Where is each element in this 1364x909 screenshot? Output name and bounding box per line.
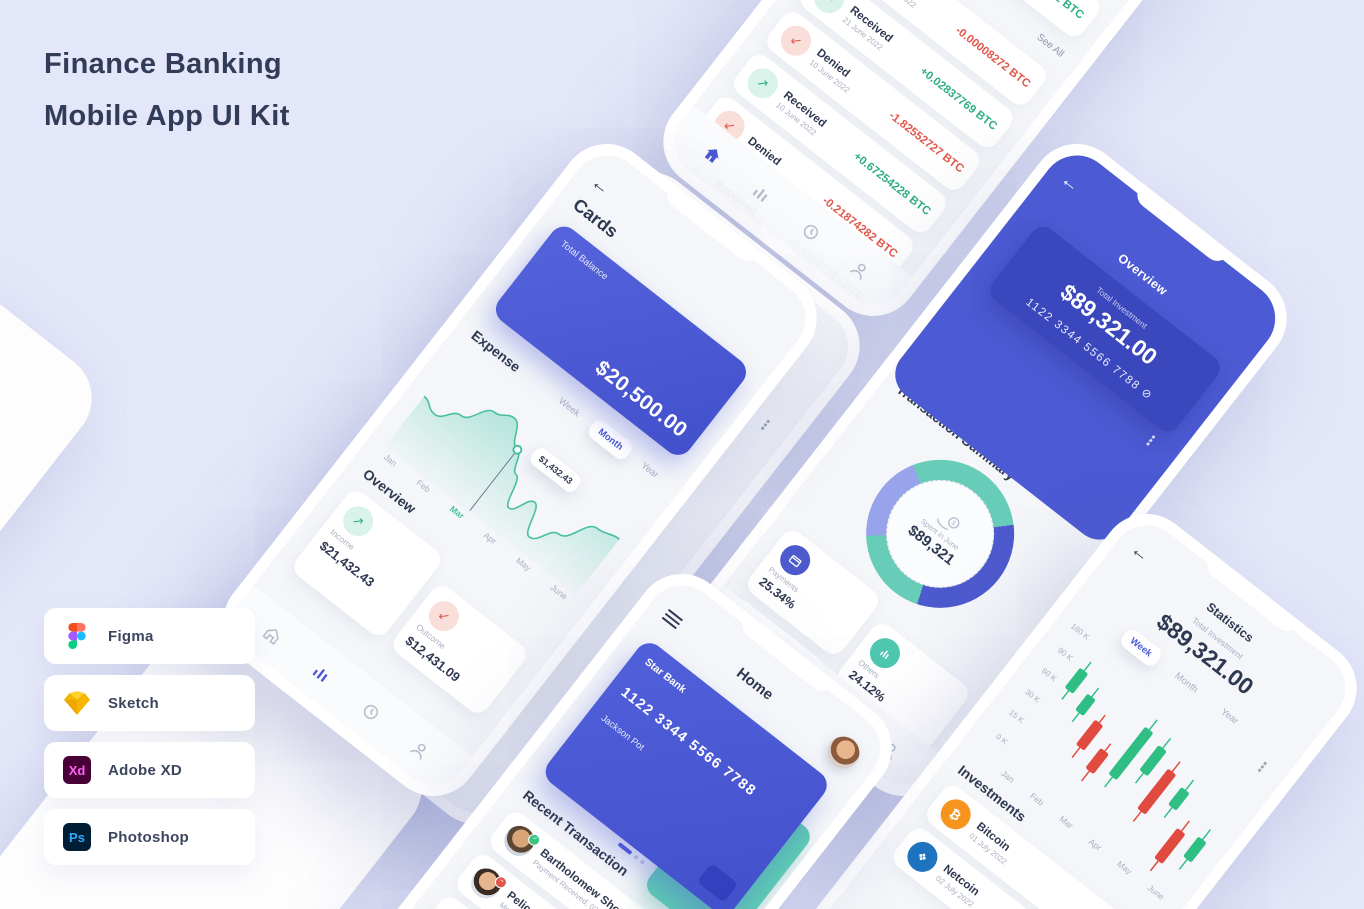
contact-avatar: −	[465, 862, 510, 905]
figma-logo-icon	[62, 621, 92, 651]
contact-avatar: ✓	[498, 819, 543, 862]
candlestick-chart: 180 K 90 K 60 K 30 K 15 K 0 K	[978, 620, 1269, 896]
hero-title-block: Finance Banking Mobile App UI Kit	[44, 38, 290, 142]
home-icon[interactable]	[697, 139, 728, 170]
phone-transactions: ↗ +0.00007762 BTC See All ↙ Denied22 Jun…	[644, 0, 1276, 335]
contact-avatar: ✓	[431, 904, 474, 909]
status-ok-icon: ✓	[525, 831, 543, 849]
stats-icon[interactable]	[306, 658, 337, 689]
tool-badge-label: Sketch	[108, 694, 159, 712]
tool-badge-figma: Figma	[44, 608, 255, 664]
stats-icon[interactable]	[746, 178, 777, 209]
bitcoin-icon: ₿	[934, 793, 977, 836]
card-chip	[696, 862, 739, 903]
page-title: Finance Banking Mobile App UI Kit	[44, 48, 290, 133]
bars-icon	[863, 632, 907, 675]
tool-badge-label: Figma	[108, 627, 154, 645]
category-card-others[interactable]: Others 24.12%	[832, 618, 974, 753]
back-arrow-icon[interactable]: ←	[1056, 168, 1085, 198]
photoshop-logo-icon: Ps	[62, 822, 92, 852]
y-tick-label: 30 K	[1023, 687, 1042, 705]
cards-screen: ← Cards Total Balance $20,500.00 Expense…	[220, 140, 820, 800]
profile-icon[interactable]	[845, 254, 876, 285]
tool-badge-sketch: Sketch	[44, 675, 255, 731]
adobe-xd-logo-icon: Xd	[62, 755, 92, 785]
phone-statistics: ← Statistics Total Investment $89,321.00…	[744, 495, 1364, 909]
statistics-screen: ← Statistics Total Investment $89,321.00…	[760, 510, 1360, 909]
tool-badge-list: Figma Sketch Xd Adobe XD Ps Photoshop	[44, 608, 255, 865]
tool-badge-label: Adobe XD	[108, 761, 183, 779]
netcoin-icon: ❖	[901, 835, 944, 878]
kebab-menu-icon[interactable]: ⋮	[753, 414, 777, 438]
tool-badge-label: Photoshop	[108, 828, 190, 846]
y-tick-label: 90 K	[1056, 645, 1075, 663]
phone-cards: ← Cards Total Balance $20,500.00 Expense…	[204, 125, 836, 815]
y-tick-label: 60 K	[1039, 666, 1059, 684]
sketch-logo-icon	[62, 688, 92, 718]
investment-value: $89,321.00	[1055, 278, 1163, 370]
status-minus-icon: −	[492, 873, 510, 891]
profile-icon[interactable]	[405, 734, 436, 765]
transactions-screen: ↗ +0.00007762 BTC See All ↙ Denied22 Jun…	[660, 0, 1260, 320]
tool-badge-adobe-xd: Xd Adobe XD	[44, 742, 255, 798]
arrow-up-icon: ↗	[741, 62, 784, 105]
card-icon	[774, 539, 817, 582]
svg-text:$: $	[949, 520, 956, 528]
y-tick-label: 0 K	[994, 731, 1010, 747]
bottom-nav	[220, 585, 473, 800]
expense-chart: $1,432.43	[384, 346, 655, 596]
clock-icon[interactable]	[356, 696, 387, 727]
y-tick-label: 15 K	[1006, 708, 1026, 726]
donut-center: $ Spent in June $89,321	[864, 458, 1016, 610]
bottom-nav	[660, 105, 913, 320]
back-arrow-icon[interactable]: ←	[586, 171, 615, 200]
arrow-down-icon: ↙	[774, 19, 818, 62]
spending-donut-chart: $ Spent in June $89,321	[836, 429, 1045, 638]
hand-coin-icon: $	[936, 517, 960, 531]
category-card-payments[interactable]: Payments 25.34%	[742, 525, 884, 660]
tool-badge-photoshop: Ps Photoshop	[44, 809, 255, 865]
clock-icon[interactable]	[796, 216, 827, 247]
home-icon[interactable]	[257, 619, 288, 650]
y-tick-label: 180 K	[1068, 621, 1091, 642]
